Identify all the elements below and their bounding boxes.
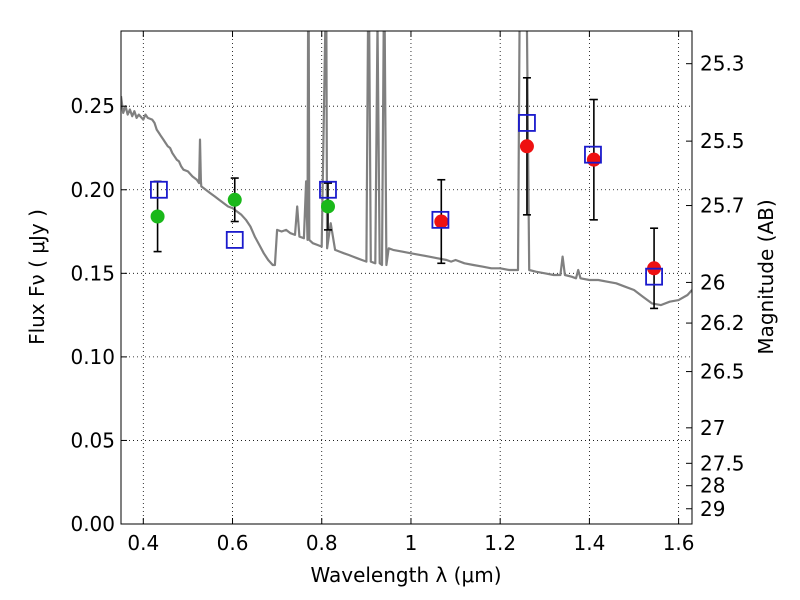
model-spectrum-line xyxy=(121,31,692,307)
mag-tick-label: 27 xyxy=(700,416,725,440)
x-tick-label: 0.8 xyxy=(306,531,338,555)
y-tick-label: 0.20 xyxy=(70,178,115,202)
x-tick-label: 1.6 xyxy=(663,531,695,555)
x-tick-label: 1.2 xyxy=(484,531,516,555)
green-data-point xyxy=(320,199,335,214)
x-tick-label: 1 xyxy=(405,531,418,555)
mag-tick-label: 26 xyxy=(700,270,725,294)
green-data-point xyxy=(227,192,242,207)
mag-tick-label: 25.7 xyxy=(700,194,745,218)
model-photometry-square xyxy=(431,210,450,229)
x-tick-label: 0.4 xyxy=(127,531,159,555)
axis-ticks: 0.4 0.6 0.8 1 1.2 1.4 1.6 0.00 0.05 0.10 0.15 0.20 0… xyxy=(70,31,745,555)
y-tick-label: 0.10 xyxy=(70,345,115,369)
x-tick-label: 0.6 xyxy=(217,531,249,555)
mag-tick-label: 26.5 xyxy=(700,360,745,384)
markers xyxy=(150,114,663,286)
y2-axis-title: Magnitude (AB) xyxy=(754,199,778,354)
mag-tick-label: 25.3 xyxy=(700,52,745,76)
red-data-point xyxy=(434,214,449,229)
y-tick-label: 0.25 xyxy=(70,94,115,118)
y-tick-label: 0.15 xyxy=(70,261,115,285)
mag-tick-label: 25.5 xyxy=(700,129,745,153)
red-data-point xyxy=(519,139,534,154)
model-photometry-square xyxy=(225,230,244,249)
red-data-point xyxy=(586,152,601,167)
plot-background xyxy=(121,31,692,524)
model-photometry-square xyxy=(150,180,168,199)
plot-area xyxy=(121,31,692,307)
model-photometry-square xyxy=(518,114,536,132)
model-photometry-square xyxy=(645,267,663,286)
y-axis-title: Flux Fν ( μJy ) xyxy=(25,209,49,345)
mag-tick-label: 26.2 xyxy=(700,311,745,335)
y-tick-label: 0.00 xyxy=(70,512,115,536)
y-tick-label: 0.05 xyxy=(70,428,115,452)
mag-tick-label: 27.5 xyxy=(700,451,745,475)
green-data-point xyxy=(150,209,165,224)
model-photometry-square xyxy=(319,180,337,199)
model-photometry-square xyxy=(584,145,602,164)
mag-tick-label: 29 xyxy=(700,497,725,521)
mag-tick-label: 28 xyxy=(700,474,725,498)
x-axis-title: Wavelength λ (μm) xyxy=(310,563,501,587)
plot-frame xyxy=(120,30,693,525)
x-tick-label: 1.4 xyxy=(573,531,605,555)
